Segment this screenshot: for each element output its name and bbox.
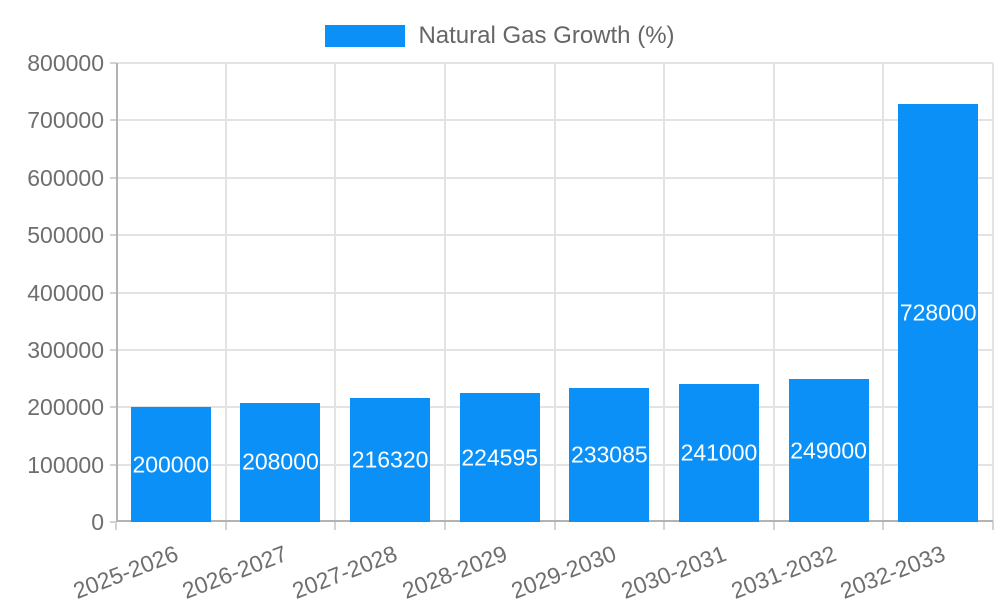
x-axis-tick-label: 2029-2030: [507, 540, 620, 604]
chart-legend[interactable]: Natural Gas Growth (%): [0, 24, 1000, 48]
legend-label: Natural Gas Growth (%): [418, 22, 675, 49]
x-tick-mark: [443, 522, 446, 530]
x-tick-mark: [992, 522, 994, 530]
x-gridline: [882, 63, 885, 522]
bar-value-label: 241000: [680, 439, 758, 466]
x-tick-mark: [772, 522, 775, 530]
x-gridline: [553, 63, 556, 522]
x-tick-mark: [115, 522, 117, 530]
x-gridline: [772, 63, 775, 522]
bar[interactable]: [459, 393, 540, 522]
bar[interactable]: [350, 397, 431, 522]
bar[interactable]: [130, 407, 211, 522]
y-tick-mark: [110, 521, 116, 523]
y-axis-tick-label: 700000: [27, 107, 104, 134]
bar-chart-plot-area: 200000 208000 216320 224595 233085 241000 2490…: [110, 62, 994, 530]
bar-value-label: 200000: [132, 451, 210, 478]
x-gridline: [334, 63, 337, 522]
x-axis-tick-label: 2025-2026: [69, 540, 182, 604]
y-tick-mark: [110, 348, 116, 351]
x-gridline: [443, 63, 446, 522]
y-axis-tick-label: 0: [91, 509, 104, 535]
x-axis-tick-label: 2028-2029: [398, 540, 511, 604]
y-axis-tick-label: 600000: [27, 164, 104, 191]
y-tick-mark: [110, 119, 116, 122]
bar[interactable]: [898, 104, 979, 522]
bar[interactable]: [569, 388, 650, 522]
bar[interactable]: [240, 402, 321, 522]
y-tick-mark: [110, 234, 116, 237]
bar-value-label: 233085: [570, 441, 648, 468]
x-tick-mark: [334, 522, 337, 530]
legend-swatch: [325, 25, 406, 47]
y-axis-tick-label: 300000: [27, 336, 104, 363]
x-axis-tick-label: 2032-2033: [836, 540, 949, 604]
x-gridline: [663, 63, 666, 522]
y-axis-tick-label: 400000: [27, 279, 104, 306]
y-axis-tick-label: 100000: [27, 451, 104, 478]
y-axis-line: [116, 63, 118, 522]
x-tick-mark: [882, 522, 885, 530]
bar[interactable]: [788, 379, 869, 522]
x-gridline: [992, 63, 994, 522]
bar-value-label: 249000: [790, 437, 867, 464]
bar-value-label: 728000: [899, 299, 977, 326]
x-axis-tick-label: 2027-2028: [288, 540, 401, 604]
y-axis-tick-label: 200000: [27, 394, 104, 421]
x-axis-tick-label: 2031-2032: [727, 540, 840, 604]
x-axis-line: [116, 520, 993, 522]
bar[interactable]: [678, 383, 759, 522]
y-axis-tick-label: 800000: [27, 50, 104, 76]
x-axis-tick-label: 2030-2031: [617, 540, 730, 604]
y-tick-mark: [110, 406, 116, 409]
bar-value-label: 208000: [242, 448, 319, 475]
bar-value-label: 216320: [351, 446, 429, 473]
y-tick-mark: [110, 463, 116, 466]
y-tick-mark: [110, 62, 116, 64]
y-tick-mark: [110, 291, 116, 294]
y-axis-tick-label: 500000: [27, 222, 104, 249]
x-axis-tick-label: 2026-2027: [179, 540, 292, 604]
x-tick-mark: [224, 522, 227, 530]
x-tick-mark: [663, 522, 666, 530]
x-tick-mark: [553, 522, 556, 530]
y-tick-mark: [110, 176, 116, 179]
x-gridline: [224, 63, 227, 522]
bar-value-label: 224595: [461, 444, 539, 471]
